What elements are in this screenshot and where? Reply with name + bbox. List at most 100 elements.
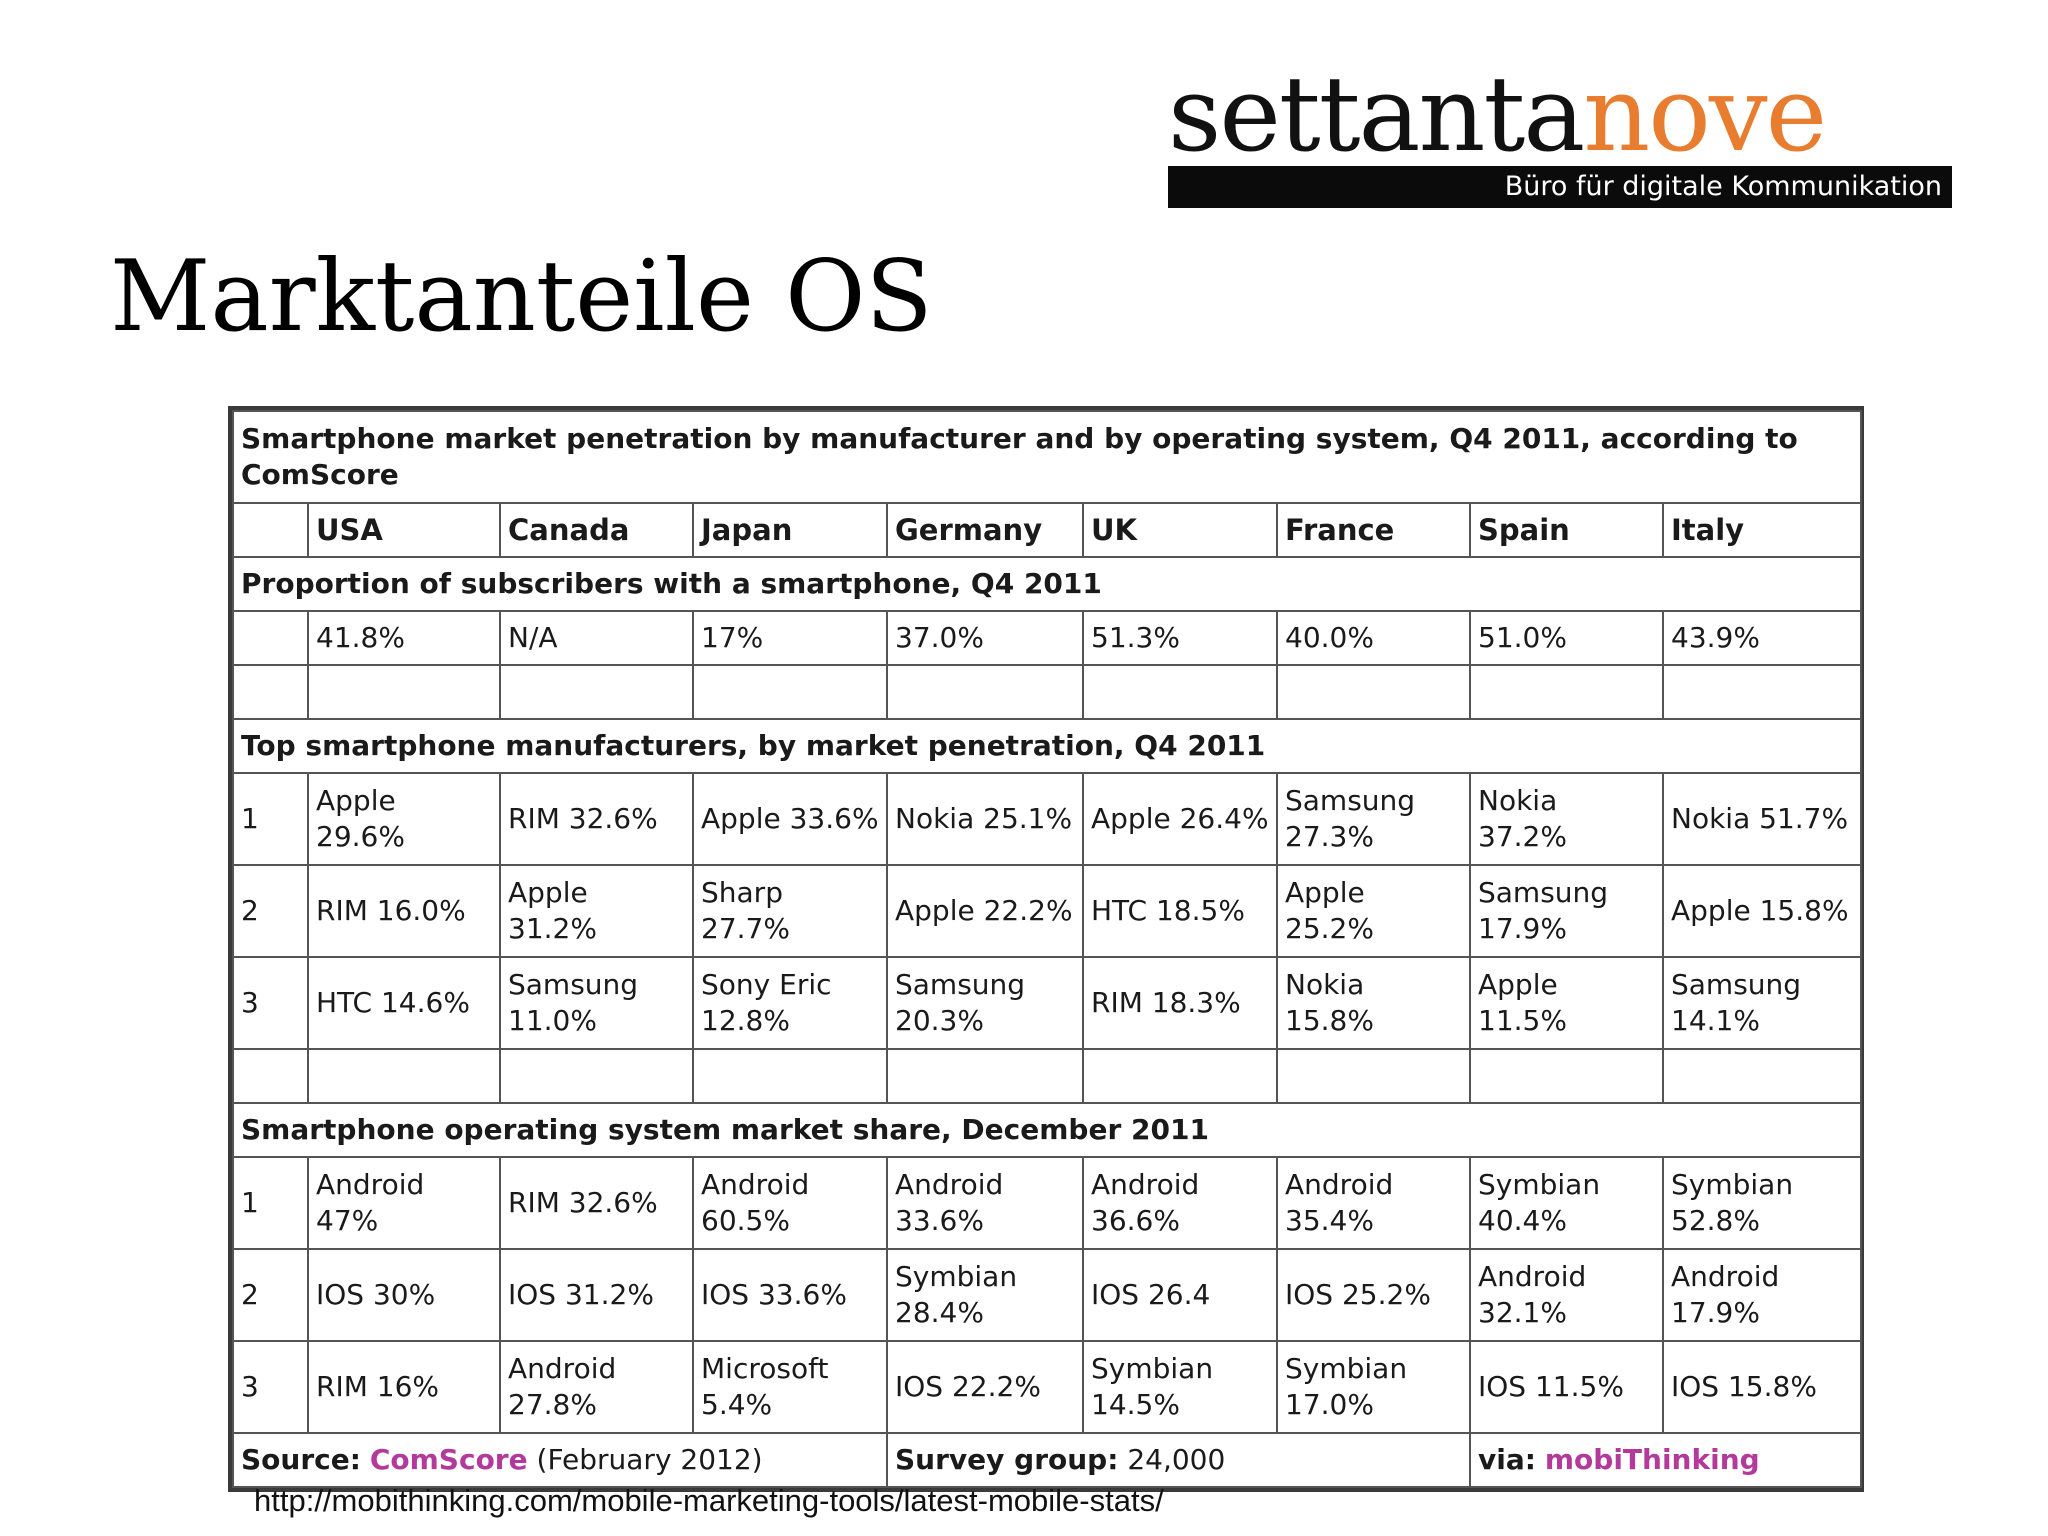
table-cell: Symbian 28.4% [886,1248,1084,1342]
table-cell: Apple 22.2% [886,864,1084,958]
logo-word-main: settanta [1168,53,1585,175]
rank-header-cell [232,502,309,558]
country-header: France [1276,502,1471,558]
country-header: Spain [1469,502,1664,558]
table-cell: Sony Eric 12.8% [692,956,888,1050]
table-cell: IOS 33.6% [692,1248,888,1342]
table-cell: Apple 11.5% [1469,956,1664,1050]
survey-cell: Survey group: 24,000 [886,1432,1471,1488]
rank-cell: 3 [232,956,309,1050]
table-cell: Android 27.8% [499,1340,694,1434]
table-row: 1 Apple 29.6% RIM 32.6% Apple 33.6% Noki… [232,772,1863,866]
spacer-row [232,1048,1863,1104]
empty-cell [1469,664,1664,720]
section-heading-row: Top smartphone manufacturers, by market … [231,718,1863,774]
empty-cell [1661,664,1863,720]
table-cell: Android 47% [307,1156,501,1250]
table-cell: 51.0% [1469,610,1664,666]
table-cell: Android 60.5% [692,1156,888,1250]
table-cell: IOS 26.4 [1082,1248,1278,1342]
table-cell: RIM 32.6% [499,772,694,866]
empty-cell [232,1048,309,1104]
rank-cell: 3 [232,1340,309,1434]
table-cell: Apple 15.8% [1661,864,1863,958]
table-title-row: Smartphone market penetration by manufac… [231,410,1863,504]
table-row: 3 RIM 16% Android 27.8% Microsoft 5.4% I… [232,1340,1863,1434]
table-cell: Samsung 17.9% [1469,864,1664,958]
empty-cell [1082,664,1278,720]
table-cell: RIM 18.3% [1082,956,1278,1050]
table-cell: N/A [499,610,694,666]
section-heading-row: Proportion of subscribers with a smartph… [231,556,1863,612]
table-cell: 51.3% [1082,610,1278,666]
table-row: 41.8% N/A 17% 37.0% 51.3% 40.0% 51.0% 43… [232,610,1863,666]
table-cell: IOS 15.8% [1661,1340,1863,1434]
empty-cell [692,664,888,720]
empty-cell [307,1048,501,1104]
table-cell: Symbian 52.8% [1661,1156,1863,1250]
table-cell: Symbian 40.4% [1469,1156,1664,1250]
country-header: USA [307,502,501,558]
survey-label: Survey group: [895,1443,1119,1476]
rank-cell: 1 [232,772,309,866]
table-footer-row: Source: ComScore (February 2012) Survey … [232,1432,1863,1488]
table-cell: IOS 30% [307,1248,501,1342]
rank-cell: 2 [232,864,309,958]
empty-cell [1276,1048,1471,1104]
logo-word-accent: nove [1583,53,1827,175]
empty-cell [232,664,309,720]
empty-cell [499,664,694,720]
country-header: Germany [886,502,1084,558]
table-cell: Android 35.4% [1276,1156,1471,1250]
table-cell: 37.0% [886,610,1084,666]
logo-tagline: Büro für digitale Kommunikation [1168,166,1952,208]
comscore-link[interactable]: ComScore [369,1443,528,1476]
table-cell: Microsoft 5.4% [692,1340,888,1434]
section-heading-row: Smartphone operating system market share… [231,1102,1863,1158]
table-cell: Android 33.6% [886,1156,1084,1250]
table-cell: Apple 25.2% [1276,864,1471,958]
table-cell: Samsung 14.1% [1661,956,1863,1050]
source-url[interactable]: http://mobithinking.com/mobile-marketing… [254,1483,1164,1518]
via-label: via: [1478,1443,1536,1476]
table-title: Smartphone market penetration by manufac… [231,410,1863,504]
empty-cell [1082,1048,1278,1104]
source-label: Source: [241,1443,361,1476]
table-cell: HTC 18.5% [1082,864,1278,958]
country-header: UK [1082,502,1278,558]
table-cell: 43.9% [1661,610,1863,666]
section-heading: Proportion of subscribers with a smartph… [231,556,1863,612]
table-cell: Symbian 14.5% [1082,1340,1278,1434]
table-cell: Apple 26.4% [1082,772,1278,866]
table-row: 1 Android 47% RIM 32.6% Android 60.5% An… [232,1156,1863,1250]
empty-cell [886,1048,1084,1104]
section-heading: Smartphone operating system market share… [231,1102,1863,1158]
table-cell: Samsung 11.0% [499,956,694,1050]
table-cell: Sharp 27.7% [692,864,888,958]
table-cell: Nokia 51.7% [1661,772,1863,866]
table-cell: Symbian 17.0% [1276,1340,1471,1434]
table-cell: IOS 31.2% [499,1248,694,1342]
table-cell: IOS 11.5% [1469,1340,1664,1434]
table-row: 2 RIM 16.0% Apple 31.2% Sharp 27.7% Appl… [232,864,1863,958]
table-cell: Android 36.6% [1082,1156,1278,1250]
empty-cell [692,1048,888,1104]
brand-logo: settantanove Büro für digitale Kommunika… [1168,58,1952,208]
spacer-row [232,664,1863,720]
country-header-row: USA Canada Japan Germany UK France Spain… [232,502,1863,558]
section-heading: Top smartphone manufacturers, by market … [231,718,1863,774]
table-cell: Android 17.9% [1661,1248,1863,1342]
source-date: (February 2012) [536,1443,763,1476]
empty-cell [499,1048,694,1104]
table-cell: Samsung 27.3% [1276,772,1471,866]
table-cell: Apple 31.2% [499,864,694,958]
empty-cell [1276,664,1471,720]
table-cell: 41.8% [307,610,501,666]
logo-wordmark: settantanove [1168,58,1952,170]
table-cell: 17% [692,610,888,666]
table-cell: Nokia 25.1% [886,772,1084,866]
survey-value: 24,000 [1127,1443,1226,1476]
mobithinking-link[interactable]: mobiThinking [1544,1443,1760,1476]
market-stats-table-frame: Smartphone market penetration by manufac… [228,406,1864,1492]
market-stats-table: Smartphone market penetration by manufac… [231,410,1863,1488]
